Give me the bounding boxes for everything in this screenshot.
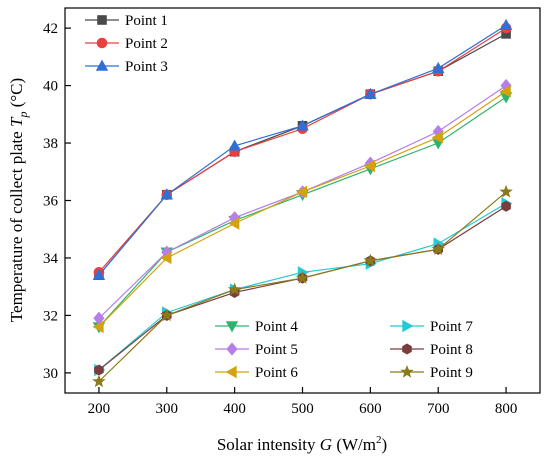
data-point	[160, 308, 174, 322]
data-point	[92, 268, 106, 280]
legend-label: Point 6	[255, 365, 298, 381]
data-point	[364, 87, 377, 99]
legend-marker	[402, 319, 414, 333]
x-axis-title-unit: (W/m	[332, 435, 376, 454]
legend-marker	[225, 321, 239, 333]
legend-bottom-right: Point 7 Point 8 Point 9	[390, 319, 473, 381]
x-tick-label: 300	[156, 401, 179, 417]
legend-item: Point 8	[390, 342, 473, 358]
legend-item: Point 2	[85, 36, 168, 52]
data-point	[363, 253, 378, 267]
x-tick-label: 800	[495, 401, 518, 417]
legend-item: Point 5	[215, 342, 298, 358]
legend-item: Point 9	[390, 364, 473, 381]
legend-label: Point 8	[430, 342, 473, 358]
legend-label: Point 5	[255, 342, 298, 358]
y-axis-title-var: T	[7, 116, 26, 127]
legend-bottom-left: Point 4 Point 5 Point 6	[215, 319, 298, 381]
data-point	[92, 374, 106, 388]
legend-top-left: Point 1 Point 2 Point 3	[85, 13, 168, 75]
legend-marker	[226, 342, 238, 356]
x-tick-label: 600	[359, 401, 382, 417]
legend-item: Point 1	[85, 13, 168, 29]
legend-label: Point 7	[430, 319, 473, 335]
data-point	[228, 217, 240, 230]
data-point	[431, 242, 445, 256]
data-point	[94, 364, 104, 376]
legend-label: Point 3	[125, 59, 168, 75]
y-axis-title: Temperature of collect plate Tp (°C)	[7, 78, 30, 322]
data-point	[295, 271, 310, 284]
legend-marker	[400, 364, 414, 378]
axes: 200 300 400 500 600 700 800 30 32 34 36 38 40 42	[43, 21, 517, 417]
y-tick-label: 30	[43, 366, 58, 382]
y-tick-label: 42	[43, 21, 58, 37]
y-tick-label: 38	[43, 136, 58, 152]
x-axis-title: Solar intensity G (W/m2)	[217, 434, 387, 454]
legend-marker	[402, 343, 412, 355]
legend-marker	[95, 59, 109, 71]
y-tick-label: 40	[43, 79, 58, 95]
x-axis-title-close: )	[381, 435, 387, 454]
legend-marker	[225, 365, 237, 379]
legend-item: Point 3	[85, 59, 168, 75]
legend-item: Point 6	[215, 365, 298, 381]
y-axis-title-sub: p	[16, 112, 30, 119]
legend-label: Point 4	[255, 319, 298, 335]
legend-label: Point 1	[125, 13, 168, 29]
x-axis-title-var: G	[320, 435, 332, 454]
y-axis-title-unit: (°C)	[7, 78, 26, 112]
legend-marker	[97, 15, 107, 25]
legend-label: Point 9	[430, 365, 473, 381]
series-9	[92, 184, 513, 388]
legend-marker	[96, 37, 108, 49]
data-point	[227, 282, 242, 296]
data-point	[296, 185, 308, 199]
data-point	[228, 139, 241, 151]
data-point	[296, 119, 309, 131]
y-tick-label: 36	[43, 194, 59, 210]
x-axis-title-sup: 2	[376, 434, 382, 446]
y-axis-title-text: Temperature of collect plate	[7, 127, 26, 322]
plot-area	[92, 18, 513, 388]
data-point	[499, 18, 513, 30]
x-tick-label: 400	[223, 401, 246, 417]
legend-label: Point 2	[125, 36, 168, 52]
x-tick-label: 200	[88, 401, 111, 417]
series-3	[92, 18, 513, 280]
legend-item: Point 4	[215, 319, 298, 335]
x-tick-label: 500	[291, 401, 314, 417]
data-point	[431, 131, 443, 144]
data-point	[92, 320, 104, 334]
data-point	[363, 159, 376, 173]
x-axis-title-text: Solar intensity	[217, 435, 320, 454]
y-tick-label: 32	[43, 308, 58, 324]
data-point	[499, 85, 511, 98]
data-point	[160, 188, 173, 200]
series-6	[92, 85, 511, 334]
data-point	[432, 61, 445, 74]
data-point	[499, 184, 513, 198]
x-tick-label: 700	[427, 401, 450, 417]
data-point	[501, 200, 511, 212]
y-tick-label: 34	[43, 251, 59, 267]
data-point	[160, 251, 172, 265]
legend-item: Point 7	[390, 319, 473, 335]
